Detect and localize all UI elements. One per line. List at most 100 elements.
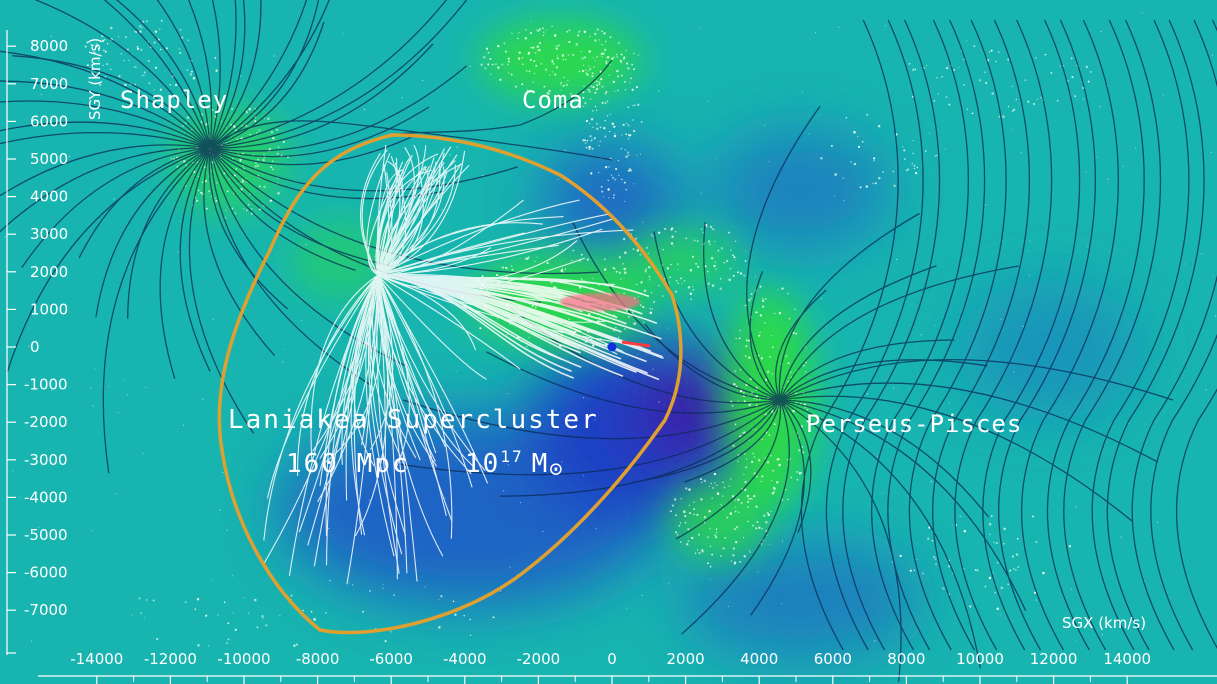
galaxy-point (1157, 521, 1159, 523)
galaxy-point (586, 139, 589, 142)
galaxy-point (256, 626, 259, 629)
galaxy-point (1007, 583, 1009, 586)
flow-line (775, 289, 827, 401)
galaxy-point (745, 466, 748, 469)
galaxy-point (685, 237, 688, 240)
galaxy-point (215, 69, 218, 72)
galaxy-point (928, 526, 931, 529)
galaxy-point (503, 490, 505, 492)
galaxy-point (618, 336, 620, 339)
galaxy-point (903, 157, 906, 161)
galaxy-point (916, 166, 918, 169)
galaxy-point (254, 120, 257, 123)
flow-line (377, 213, 611, 276)
galaxy-point (243, 207, 245, 210)
galaxy-point (562, 84, 565, 87)
galaxy-point (637, 54, 640, 56)
galaxy-point (235, 129, 237, 132)
y-tick-label: 5000 (30, 150, 68, 168)
galaxy-point (621, 74, 623, 77)
galaxy-point (593, 81, 596, 84)
x-tick-label: -8000 (296, 650, 340, 668)
galaxy-point (757, 571, 759, 573)
galaxy-point (649, 311, 653, 315)
galaxy-point (529, 31, 533, 35)
galaxy-point (602, 52, 605, 55)
galaxy-point (760, 357, 763, 360)
galaxy-point (693, 513, 695, 516)
galaxy-point (1120, 536, 1122, 538)
galaxy-point (143, 617, 145, 619)
galaxy-point (774, 312, 776, 315)
galaxy-point (622, 262, 624, 265)
x-axis-title: SGX (km/s) (1062, 614, 1146, 632)
galaxy-point (393, 594, 395, 596)
coma-overdensity (480, 20, 640, 100)
flow-line (779, 265, 1019, 401)
galaxy-point (1101, 634, 1103, 636)
red-flow-arrow (621, 340, 651, 348)
galaxy-point (1184, 263, 1186, 265)
galaxy-point (469, 634, 472, 636)
flow-line (779, 399, 812, 533)
galaxy-point (737, 460, 739, 462)
galaxy-point (551, 59, 554, 62)
galaxy-point (585, 119, 589, 123)
galaxy-point (884, 25, 887, 27)
galaxy-point (584, 102, 587, 105)
galaxy-point (1028, 274, 1031, 276)
flow-line (95, 147, 211, 317)
galaxy-point (263, 117, 265, 120)
galaxy-point (625, 133, 628, 136)
galaxy-point (743, 400, 746, 403)
galaxy-point (697, 533, 701, 536)
y-tick-label: 6000 (30, 112, 68, 130)
flow-line (684, 399, 781, 483)
galaxy-point (751, 498, 753, 500)
galaxy-point (903, 149, 906, 152)
galaxy-point (487, 63, 490, 66)
galaxy-point (104, 76, 107, 78)
galaxy-point (224, 217, 227, 219)
galaxy-point (613, 134, 617, 138)
galaxy-point (92, 44, 94, 46)
flow-line (188, 147, 255, 434)
galaxy-point (616, 75, 620, 78)
galaxy-point (765, 520, 768, 524)
galaxy-point (677, 269, 679, 271)
galaxy-point (555, 66, 558, 69)
galaxy-point (687, 286, 691, 289)
galaxy-point (726, 516, 729, 519)
y-tick-label: 7000 (30, 75, 68, 93)
galaxy-point (444, 497, 446, 499)
galaxy-point (511, 32, 513, 35)
galaxy-point (750, 297, 752, 300)
galaxy-point (681, 282, 683, 285)
galaxy-point (601, 30, 603, 33)
flow-line (1046, 19, 1145, 651)
flow-line (653, 231, 781, 401)
galaxy-point (589, 35, 591, 37)
galaxy-point (591, 72, 594, 75)
flow-line (825, 19, 924, 651)
galaxy-point (920, 334, 922, 336)
galaxy-point (608, 166, 610, 168)
galaxy-point (582, 64, 585, 67)
galaxy-point (1033, 591, 1037, 594)
galaxy-point (509, 566, 511, 568)
galaxy-point (179, 220, 181, 222)
galaxy-point (690, 298, 692, 301)
galaxy-point (658, 284, 660, 287)
x-tick-label: 12000 (1030, 650, 1078, 668)
galaxy-point (525, 29, 527, 31)
galaxy-point (482, 174, 484, 176)
galaxy-point (1050, 71, 1053, 74)
galaxy-point (692, 288, 695, 291)
galaxy-point (744, 480, 747, 484)
galaxy-point (734, 506, 736, 508)
galaxy-point (390, 631, 392, 633)
galaxy-point (159, 28, 161, 30)
flow-line (500, 399, 781, 497)
